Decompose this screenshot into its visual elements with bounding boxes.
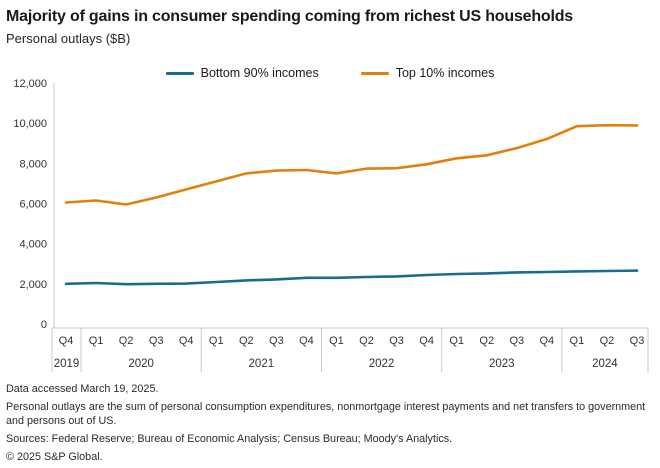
x-axis-quarter-label: Q1 bbox=[449, 335, 464, 347]
line-chart: 0 2,000 4,000 6,000 8,000 10,000 12,000 Q4 Q1 Q2 Q… bbox=[13, 78, 649, 372]
x-axis-year-label: 2022 bbox=[369, 358, 395, 370]
legend-label-bottom-90: Bottom 90% incomes bbox=[200, 66, 319, 80]
x-axis-quarter-label: Q1 bbox=[209, 335, 224, 347]
x-axis-year-label: 2020 bbox=[128, 358, 154, 370]
x-axis-year-label: 2019 bbox=[54, 358, 80, 370]
y-axis-tick-label: 0 bbox=[41, 319, 47, 331]
x-axis-quarter-label: Q3 bbox=[630, 335, 645, 347]
y-axis-tick-label: 12,000 bbox=[13, 78, 47, 90]
x-axis-year-label: 2021 bbox=[249, 358, 275, 370]
x-axis-quarter-label: Q2 bbox=[119, 335, 134, 347]
x-axis-quarter-label: Q4 bbox=[179, 335, 194, 347]
x-axis-quarter-label: Q3 bbox=[509, 335, 524, 347]
y-axis-tick-label: 8,000 bbox=[19, 158, 47, 170]
x-axis-quarter-label: Q3 bbox=[269, 335, 284, 347]
x-axis-year-label: 2023 bbox=[489, 358, 515, 370]
x-axis-quarter-label: Q2 bbox=[239, 335, 254, 347]
chart-footnotes: Data accessed March 19, 2025. Personal o… bbox=[6, 383, 652, 468]
x-axis-quarter-label: Q4 bbox=[59, 335, 74, 347]
chart-subtitle: Personal outlays ($B) bbox=[6, 31, 131, 46]
sources-note: Sources: Federal Reserve; Bureau of Econ… bbox=[6, 433, 453, 446]
legend-item-top-10: Top 10% incomes bbox=[360, 66, 495, 80]
x-axis-quarter-label: Q2 bbox=[359, 335, 374, 347]
legend-swatch-top-10 bbox=[360, 71, 389, 75]
x-axis-quarter-label: Q2 bbox=[600, 335, 615, 347]
chart-legend: Bottom 90% incomes Top 10% incomes bbox=[0, 66, 660, 80]
x-axis-quarter-label: Q1 bbox=[89, 335, 104, 347]
x-axis-quarter-label: Q1 bbox=[570, 335, 585, 347]
x-axis-quarter-label: Q4 bbox=[419, 335, 434, 347]
x-axis-quarter-label: Q3 bbox=[149, 335, 164, 347]
y-axis-tick-label: 2,000 bbox=[19, 279, 47, 291]
x-axis-quarter-label: Q4 bbox=[539, 335, 554, 347]
definition-note: Personal outlays are the sum of personal… bbox=[6, 400, 646, 427]
x-axis-year-label: 2024 bbox=[592, 358, 618, 370]
series-line-bottom-90 bbox=[64, 269, 639, 286]
legend-swatch-bottom-90 bbox=[165, 71, 194, 75]
series-line-top-10 bbox=[64, 123, 639, 206]
legend-label-top-10: Top 10% incomes bbox=[395, 66, 495, 80]
x-axis-quarter-label: Q1 bbox=[329, 335, 344, 347]
x-axis-quarter-label: Q4 bbox=[299, 335, 314, 347]
copyright-note: © 2025 S&P Global. bbox=[6, 451, 103, 464]
legend-item-bottom-90: Bottom 90% incomes bbox=[165, 66, 319, 80]
data-accessed-note: Data accessed March 19, 2025. bbox=[6, 383, 159, 395]
y-axis-tick-label: 10,000 bbox=[13, 118, 47, 130]
chart-title: Majority of gains in consumer spending c… bbox=[6, 8, 574, 25]
y-axis-tick-label: 4,000 bbox=[19, 239, 47, 251]
x-axis-quarter-label: Q2 bbox=[479, 335, 494, 347]
x-axis-quarter-label: Q3 bbox=[389, 335, 404, 347]
y-axis-tick-label: 6,000 bbox=[19, 199, 47, 211]
